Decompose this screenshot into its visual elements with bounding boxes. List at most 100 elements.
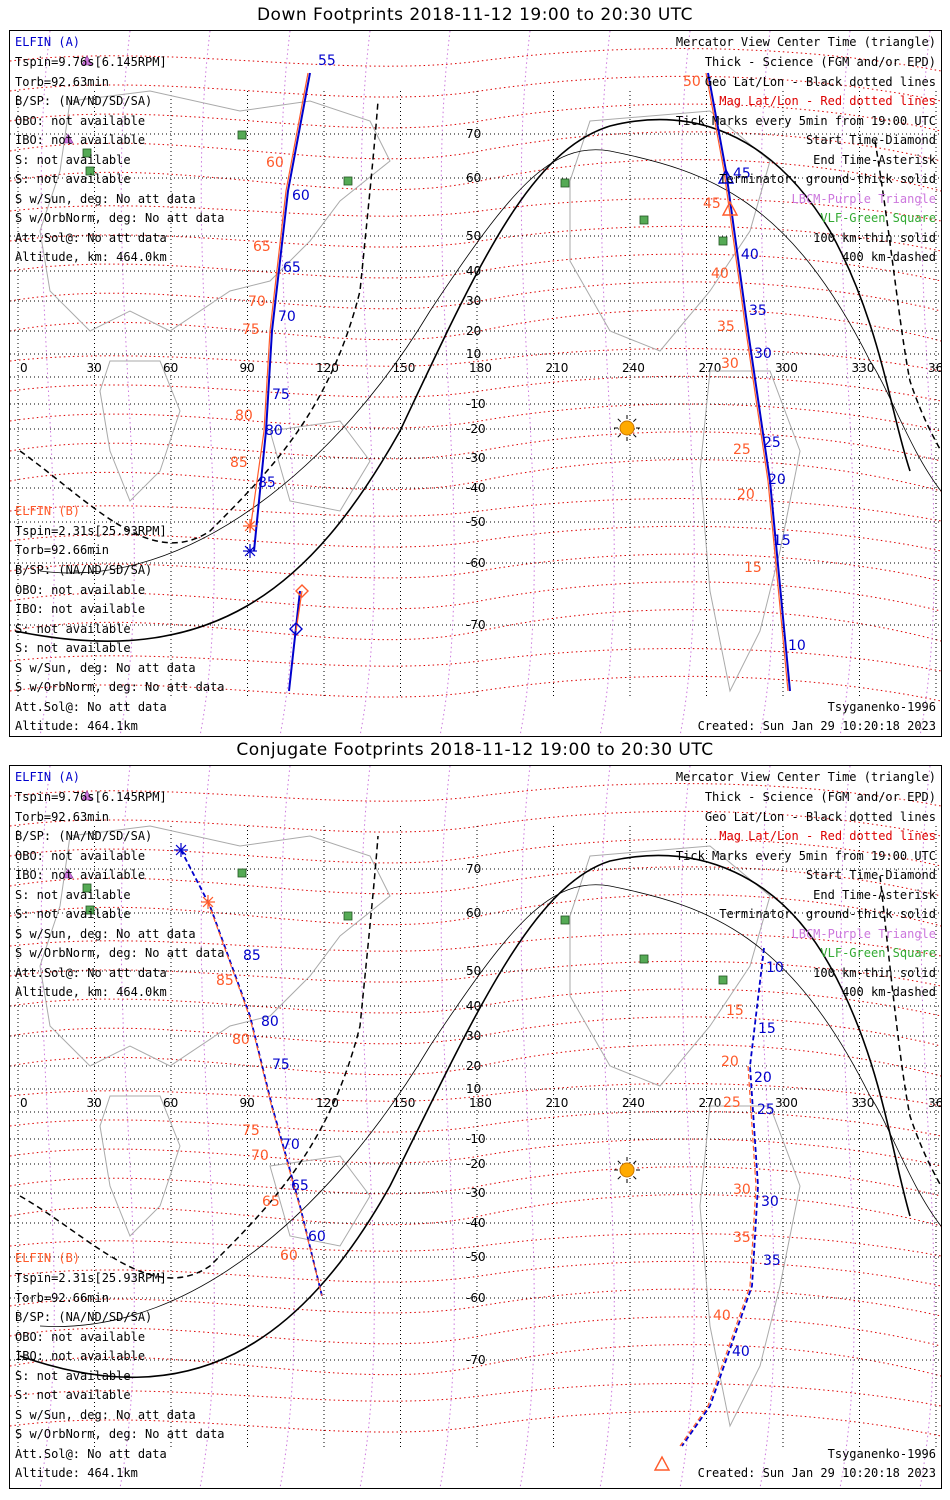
model-label: Tsyganenko-1996: [827, 700, 936, 714]
lat-tick-label: -20: [466, 1157, 486, 1171]
continent-outline: [99, 1095, 181, 1237]
sat-a-track: [681, 947, 765, 1447]
sat-b-tick-label: 85: [230, 455, 248, 471]
lon-tick-label: 30: [87, 361, 102, 375]
sat-a-info-line: Torb=92.63min: [15, 810, 109, 824]
conjugate-footprints-canvas: 0306090120150180210240270300330360706050…: [10, 766, 941, 1488]
lat-tick-label: -10: [466, 1132, 486, 1146]
end-time-asterisk: [175, 844, 187, 856]
model-label: Tsyganenko-1996: [827, 1447, 936, 1461]
sat-a-info-line: S w/Sun, deg: No att data: [15, 192, 196, 206]
lat-tick-label: -40: [466, 1216, 486, 1230]
terminator-line: [14, 118, 911, 642]
lat-tick-label: 60: [466, 906, 481, 920]
sat-a-tick-label: 60: [308, 1229, 326, 1245]
continent-outline: [699, 1105, 801, 1428]
lat-tick-label: 70: [466, 862, 481, 876]
mag-lat-line: [10, 810, 941, 837]
altitude-400km-line: [874, 140, 941, 452]
sat-b-tick-label: 75: [242, 322, 260, 338]
mag-lon-line: [279, 31, 295, 736]
mag-lon-line: [439, 766, 455, 1488]
sat-b-info-line: S: not available: [15, 622, 131, 636]
sat-a-info-line: Att.Sol@: No att data: [15, 231, 167, 245]
mag-lat-line: [10, 498, 941, 522]
terminator-line: [19, 854, 911, 1378]
conjugate-footprints-map[interactable]: 0306090120150180210240270300330360706050…: [9, 765, 942, 1489]
lat-tick-label: -30: [466, 451, 486, 465]
mag-lat-line: [10, 48, 941, 72]
mag-lat-line: [10, 1110, 941, 1137]
sat-b-tick-label: 30: [721, 356, 739, 372]
sat-b-info-line: IBO: not available: [15, 1349, 146, 1363]
mag-lat-line: [10, 1383, 941, 1407]
sat-a-track: [253, 72, 311, 552]
sat-a-info-line: S: not available: [15, 153, 131, 167]
sat-a-track: [707, 72, 791, 692]
sat-b-info-line: Altitude: 464.1km: [15, 1466, 138, 1480]
sat-a-tick-label: 65: [283, 260, 301, 276]
mag-lon-line: [839, 31, 855, 736]
sat-b-info-line: S: not available: [15, 641, 131, 655]
sat-a-tick-label: 85: [258, 475, 276, 491]
altitude-100km-line: [39, 149, 941, 574]
sat-a-info-line: Altitude, km: 464.0km: [15, 985, 167, 999]
legend-item: 100 km-thin solid: [813, 966, 936, 980]
mag-lon-line: [119, 31, 135, 736]
lon-tick-label: 360: [928, 1096, 941, 1110]
vlf-square: [343, 176, 353, 186]
lon-tick-label: 150: [393, 361, 416, 375]
lon-tick-label: 120: [316, 1096, 339, 1110]
mag-lat-line: [10, 75, 941, 102]
lon-tick-label: 90: [240, 1096, 255, 1110]
mag-lon-line: [919, 766, 935, 1488]
mag-lat-line: [10, 783, 941, 807]
altitude-100km-line: [39, 884, 941, 1327]
sat-b-info-line: Att.Sol@: No att data: [15, 1447, 167, 1461]
continent-outline: [269, 420, 371, 512]
sat-a-info-line: Att.Sol@: No att data: [15, 966, 167, 980]
sat-b-tick-label: 65: [253, 239, 271, 255]
sat-a-tick-label: 75: [272, 387, 290, 403]
lat-tick-label: 20: [466, 1059, 481, 1073]
mag-lon-line: [519, 31, 535, 736]
legend-item: Terminator: ground-thick solid: [719, 172, 936, 186]
mag-lon-line: [119, 766, 135, 1488]
sat-a-tick-label: 80: [265, 423, 283, 439]
vlf-square: [718, 236, 728, 246]
legend-item: Mercator View Center Time (triangle): [675, 770, 936, 784]
sat-a-tick-label: 70: [278, 309, 296, 325]
lat-tick-label: 40: [466, 999, 481, 1013]
sat-b-tick-label: 15: [726, 1003, 744, 1019]
vlf-square: [560, 178, 570, 188]
mag-lat-line: [10, 525, 941, 552]
lon-tick-label: 360: [928, 361, 941, 375]
down-footprints-map[interactable]: 0306090120150180210240270300330360706050…: [9, 30, 942, 737]
sat-a-tick-label: 10: [766, 960, 784, 976]
sat-b-info-line: Torb=92.66min: [15, 543, 109, 557]
sat-b-info-line: OBO: not available: [15, 1330, 146, 1344]
continent-outline: [39, 825, 391, 1067]
legend-item: Mag Lat/Lon - Red dotted lines: [719, 94, 936, 108]
sat-b-tick-label: 25: [723, 1095, 741, 1111]
sat-a-tick-label: 40: [741, 247, 759, 263]
lat-tick-label: 50: [466, 229, 481, 243]
continent-outline: [99, 360, 181, 502]
mag-lon-line: [599, 31, 615, 736]
vlf-square: [560, 915, 570, 925]
sat-a-info-line: S: not available: [15, 907, 131, 921]
vlf-square: [639, 215, 649, 225]
sat-b-tick-label: 35: [733, 1230, 751, 1246]
lon-tick-label: 90: [240, 361, 255, 375]
legend-item: Mercator View Center Time (triangle): [675, 35, 936, 49]
sat-b-info-line: Att.Sol@: No att data: [15, 700, 167, 714]
legend-item: VLF-Green Square: [820, 211, 936, 225]
mag-lat-line: [10, 198, 941, 222]
legend-item: Start Time-Diamond: [805, 133, 936, 147]
sat-a-info-line: S: not available: [15, 172, 131, 186]
sat-b-tick-label: 60: [266, 155, 284, 171]
sat-a-info-line: OBO: not available: [15, 114, 146, 128]
vlf-square: [82, 883, 92, 893]
vlf-square: [343, 911, 353, 921]
mag-lat-line: [10, 960, 941, 987]
